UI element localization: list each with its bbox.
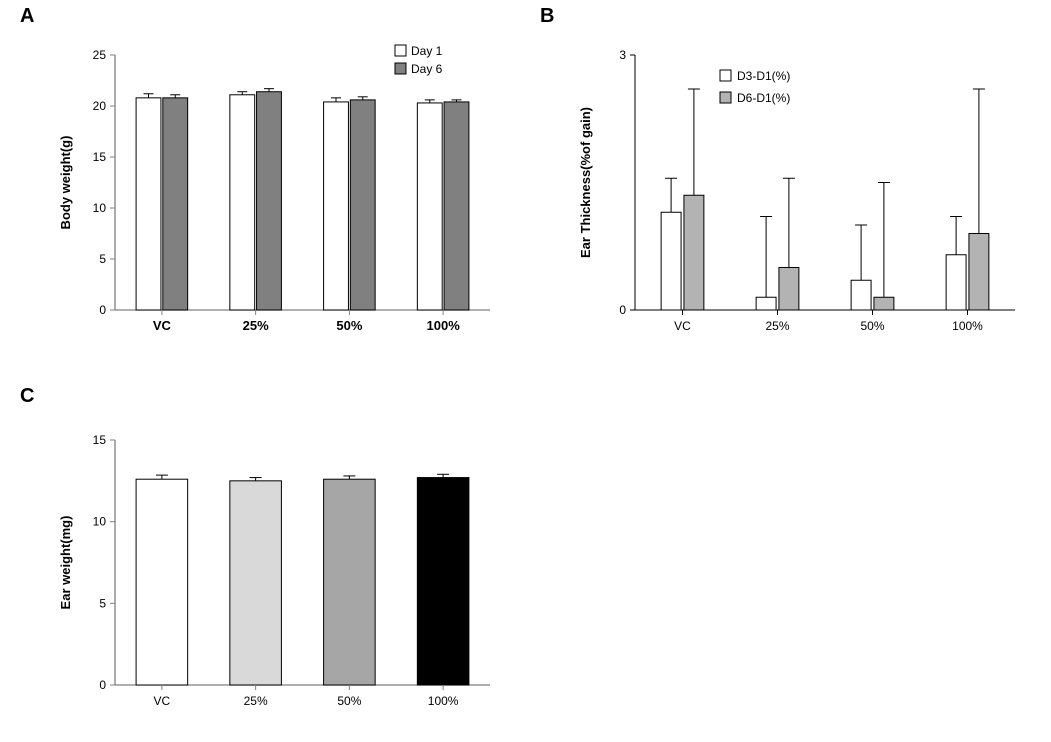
- legend-swatch: [395, 63, 406, 74]
- bar: [661, 212, 681, 310]
- x-category-label: 50%: [860, 319, 884, 333]
- bar: [350, 100, 375, 310]
- x-category-label: VC: [153, 318, 172, 333]
- chart-b-panel: 0 3 Ear Thickness(%of gain) VC 25% 50% 100% D3-…: [555, 35, 1035, 355]
- bar: [257, 92, 282, 310]
- bar: [136, 98, 161, 310]
- bar: [684, 195, 704, 310]
- bar: [417, 478, 469, 685]
- y-axis-label: Body weight(g): [58, 136, 73, 230]
- x-category-label: 50%: [336, 318, 362, 333]
- ytick-label: 0: [619, 303, 626, 317]
- bar: [230, 95, 255, 310]
- x-category-label: 25%: [243, 318, 269, 333]
- bar: [756, 297, 776, 310]
- bar: [779, 268, 799, 311]
- legend-label: Day 1: [411, 44, 443, 58]
- y-axis-label: Ear weight(mg): [58, 516, 73, 610]
- legend-label: Day 6: [411, 62, 443, 76]
- x-category-label: 100%: [428, 694, 459, 708]
- x-category-label: 100%: [952, 319, 983, 333]
- legend-label: D3-D1(%): [737, 69, 790, 83]
- ytick-label: 10: [93, 515, 107, 529]
- bar: [417, 103, 442, 310]
- panel-label-a: A: [20, 5, 34, 28]
- x-category-label: VC: [154, 694, 171, 708]
- x-category-label: VC: [674, 319, 691, 333]
- ytick-label: 20: [93, 99, 107, 113]
- x-category-label: 50%: [337, 694, 361, 708]
- ytick-label: 15: [93, 150, 107, 164]
- bar: [851, 280, 871, 310]
- bar: [874, 297, 894, 310]
- bar: [230, 481, 282, 685]
- panel-label-c: C: [20, 385, 34, 408]
- ytick-label: 0: [99, 303, 106, 317]
- bar: [136, 479, 188, 685]
- legend-swatch: [720, 92, 731, 103]
- chart-c-panel: 0 5 10 15 Ear weight(mg) VC 25% 50% 100%: [40, 420, 510, 730]
- ytick-label: 0: [99, 678, 106, 692]
- bar: [946, 255, 966, 310]
- ytick-label: 10: [93, 201, 107, 215]
- ytick-label: 5: [99, 596, 106, 610]
- bar: [444, 102, 469, 310]
- legend-swatch: [395, 45, 406, 56]
- ytick-label: 3: [619, 48, 626, 62]
- chart-a-panel: 0 5 10 15 20 25 Body weight(g) VC 25% 50% 100% Day …: [40, 35, 510, 355]
- bar: [324, 479, 376, 685]
- y-axis-label: Ear Thickness(%of gain): [578, 107, 593, 258]
- x-category-label: 100%: [427, 318, 461, 333]
- legend-swatch: [720, 70, 731, 81]
- bar: [163, 98, 188, 310]
- ytick-label: 25: [93, 48, 107, 62]
- legend-label: D6-D1(%): [737, 91, 790, 105]
- x-category-label: 25%: [244, 694, 268, 708]
- ytick-label: 5: [99, 252, 106, 266]
- panel-label-b: B: [540, 5, 554, 28]
- x-category-label: 25%: [765, 319, 789, 333]
- ytick-label: 15: [93, 433, 107, 447]
- bar: [324, 102, 349, 310]
- bar: [969, 234, 989, 311]
